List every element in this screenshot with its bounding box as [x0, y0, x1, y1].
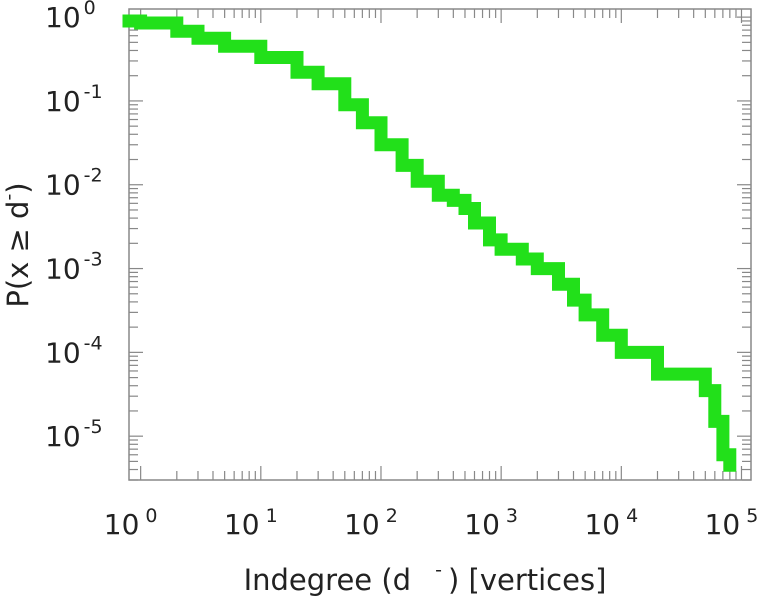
- y-tick-label-base: 10: [45, 1, 81, 34]
- y-tick-label: 10 -3: [45, 249, 103, 286]
- y-tick-label-base: 10: [45, 85, 81, 118]
- x-tick-label-base: 10: [464, 508, 500, 541]
- y-tick-label-base: 10: [45, 336, 81, 369]
- y-tick-label: 10 -2: [45, 165, 103, 202]
- x-tick-label-base: 10: [344, 508, 380, 541]
- x-tick-label: 10 5: [705, 505, 759, 541]
- y-axis-title: P(x ≥ d-): [0, 182, 35, 307]
- x-tick-label: 10 0: [104, 505, 158, 541]
- x-tick-label: 10 2: [344, 505, 398, 541]
- y-tick-label-exp: 0: [84, 0, 96, 19]
- axis-ticks: [129, 9, 751, 481]
- y-tick-label-exp: -5: [84, 416, 103, 438]
- x-tick-label-base: 10: [705, 508, 741, 541]
- y-axis-title-suffix: ): [1, 182, 35, 193]
- x-tick-label: 10 3: [464, 505, 518, 541]
- y-tick-label-exp: -3: [84, 249, 103, 271]
- x-tick-label-exp: 2: [386, 505, 398, 527]
- plot-area: [128, 8, 752, 481]
- x-tick-label-base: 10: [224, 508, 260, 541]
- x-axis-title-sup: -: [435, 559, 442, 581]
- y-tick-label-base: 10: [45, 169, 81, 202]
- y-tick-label-base: 10: [45, 420, 81, 453]
- x-tick-label-base: 10: [104, 508, 140, 541]
- x-tick-label-exp: 3: [506, 505, 518, 527]
- x-tick-label-exp: 4: [626, 505, 638, 527]
- y-tick-label: 10 -4: [45, 332, 103, 369]
- y-tick-label-base: 10: [45, 253, 81, 286]
- x-tick-label-exp: 5: [746, 505, 758, 527]
- y-tick-label: 10 -1: [45, 81, 103, 118]
- x-tick-label-exp: 1: [266, 505, 278, 527]
- series-line-0: [122, 14, 737, 472]
- x-tick-label-base: 10: [584, 508, 620, 541]
- x-axis-title-suffix: ) [vertices]: [448, 563, 606, 597]
- y-tick-label: 10 0: [45, 0, 96, 34]
- x-tick-labels: 10 0 10 1 10 2 10 3 10 4 10 5: [104, 505, 759, 541]
- x-axis-title-prefix: Indegree (d: [244, 563, 412, 597]
- y-tick-label-exp: -4: [84, 332, 103, 354]
- x-tick-label: 10 1: [224, 505, 278, 541]
- y-tick-label-exp: -2: [84, 165, 103, 187]
- y-tick-label-exp: -1: [84, 81, 103, 103]
- y-axis-title-prefix: P(x ≥ d: [1, 201, 35, 308]
- x-tick-label-exp: 0: [145, 505, 157, 527]
- x-tick-label: 10 4: [584, 505, 638, 541]
- x-axis-title: Indegree (d -) [vertices]: [244, 559, 607, 597]
- series-layer: [122, 14, 737, 472]
- y-tick-label: 10 -5: [45, 416, 103, 453]
- y-axis-title-sup: -: [0, 194, 20, 201]
